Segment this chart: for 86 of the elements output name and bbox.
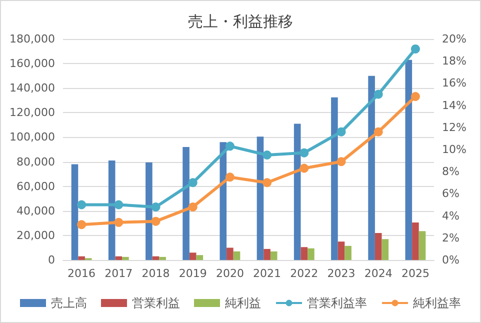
bar bbox=[331, 97, 338, 260]
point bbox=[336, 157, 346, 166]
y-tick-label: 20,000 bbox=[16, 228, 55, 242]
bar bbox=[374, 232, 382, 260]
point bbox=[300, 148, 309, 158]
bar bbox=[344, 246, 352, 260]
bar bbox=[256, 136, 264, 260]
y-tick-label: 160,000 bbox=[10, 57, 55, 70]
y2-tick-label: 20% bbox=[442, 32, 466, 46]
x-tick-label: 2024 bbox=[364, 267, 392, 280]
point bbox=[188, 202, 198, 212]
legend-label: 純利益 bbox=[225, 296, 261, 310]
y-tick-label: 180,000 bbox=[10, 32, 55, 46]
point bbox=[374, 90, 383, 99]
legend-label: 純利益率 bbox=[413, 296, 461, 310]
chart-title: 売上・利益推移 bbox=[188, 12, 293, 30]
point bbox=[300, 164, 309, 173]
bar bbox=[368, 76, 375, 260]
bar bbox=[122, 256, 129, 260]
bar bbox=[78, 256, 85, 260]
y2-tick-label: 16% bbox=[442, 76, 466, 90]
y2-tick-label: 4% bbox=[442, 209, 460, 222]
bar bbox=[146, 162, 152, 260]
x-tick-label: 2020 bbox=[216, 267, 244, 280]
bar bbox=[220, 142, 227, 260]
x-tick-label: 2022 bbox=[290, 267, 318, 280]
bar bbox=[233, 251, 240, 260]
y2-tick-label: 10% bbox=[442, 143, 466, 156]
bar bbox=[308, 248, 314, 260]
point bbox=[225, 172, 234, 182]
legend-label: 営業利益率 bbox=[307, 296, 367, 310]
y2-tick-label: 6% bbox=[442, 187, 460, 200]
y2-tick-label: 0% bbox=[442, 254, 460, 266]
y-tick-label: 40,000 bbox=[16, 204, 55, 218]
x-tick-label: 2019 bbox=[178, 267, 207, 280]
point bbox=[374, 127, 383, 136]
bar bbox=[338, 242, 345, 260]
bar bbox=[189, 252, 196, 260]
point bbox=[336, 127, 346, 136]
bar bbox=[196, 255, 204, 260]
y-tick-label: 80,000 bbox=[16, 155, 55, 168]
point bbox=[114, 218, 124, 227]
point bbox=[151, 216, 160, 226]
bar bbox=[115, 256, 122, 260]
bar bbox=[71, 164, 78, 260]
x-tick-label: 2021 bbox=[253, 267, 282, 280]
x-tick-label: 2025 bbox=[401, 267, 430, 280]
point bbox=[410, 44, 420, 54]
bar bbox=[159, 256, 166, 260]
point bbox=[410, 92, 420, 101]
bar bbox=[418, 231, 426, 260]
bar bbox=[152, 256, 160, 260]
bar bbox=[270, 251, 278, 260]
bar bbox=[405, 60, 412, 260]
bar bbox=[264, 248, 270, 260]
y2-tick-label: 14% bbox=[442, 98, 466, 112]
y2-tick-label: 18% bbox=[442, 54, 466, 68]
y-tick-label: 60,000 bbox=[16, 180, 55, 193]
x-tick-label: 2017 bbox=[104, 267, 133, 280]
point bbox=[151, 202, 160, 212]
y-tick-label: 120,000 bbox=[10, 106, 55, 120]
y2-tick-label: 2% bbox=[442, 231, 460, 244]
y2-tick-label: 8% bbox=[442, 165, 460, 178]
x-tick-label: 2018 bbox=[142, 267, 170, 280]
bar bbox=[382, 239, 389, 260]
y-tick-label: 0 bbox=[48, 254, 55, 266]
y-tick-label: 140,000 bbox=[10, 82, 55, 95]
point bbox=[77, 200, 86, 210]
bar bbox=[226, 248, 234, 260]
y2-tick-label: 12% bbox=[442, 120, 466, 134]
bar bbox=[300, 247, 308, 260]
x-tick-label: 2023 bbox=[327, 267, 356, 280]
bar bbox=[182, 147, 190, 260]
x-tick-label: 2016 bbox=[68, 267, 96, 280]
point bbox=[225, 142, 234, 151]
bar bbox=[108, 160, 116, 260]
bar bbox=[294, 124, 301, 260]
y-tick-label: 100,000 bbox=[10, 130, 55, 144]
point bbox=[114, 200, 124, 210]
point bbox=[188, 178, 198, 188]
point bbox=[262, 178, 272, 188]
bar bbox=[412, 222, 419, 260]
legend-label: 営業利益 bbox=[132, 296, 180, 310]
point bbox=[262, 150, 272, 160]
point bbox=[77, 220, 86, 230]
legend-label: 売上高 bbox=[51, 296, 87, 310]
